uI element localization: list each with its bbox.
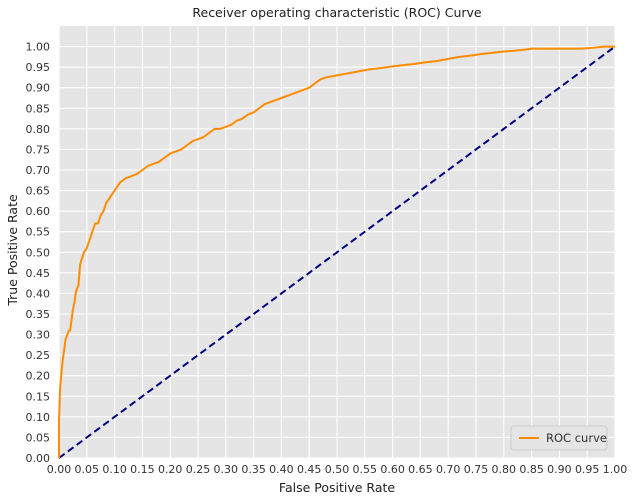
y-tick-label: 0.80 <box>26 123 51 136</box>
x-tick-label: 0.30 <box>214 463 239 476</box>
x-tick-label: 0.40 <box>269 463 294 476</box>
x-tick-label: 0.85 <box>519 463 544 476</box>
x-tick-label: 0.00 <box>47 463 72 476</box>
y-tick-label: 0.90 <box>26 82 51 95</box>
y-tick-label: 0.15 <box>26 390 51 403</box>
y-tick-label: 1.00 <box>26 41 51 54</box>
y-tick-label: 0.10 <box>26 411 51 424</box>
legend-label: ROC curve <box>546 431 607 445</box>
x-tick-label: 0.15 <box>130 463 155 476</box>
x-tick-label: 0.20 <box>158 463 183 476</box>
legend: ROC curve <box>510 425 608 451</box>
y-tick-label: 0.00 <box>26 452 51 465</box>
y-tick-label: 0.30 <box>26 329 51 342</box>
y-tick-label: 0.85 <box>26 102 51 115</box>
y-tick-label: 0.20 <box>26 370 51 383</box>
y-tick-label: 0.60 <box>26 205 51 218</box>
y-axis-title: True Positive Rate <box>5 194 20 307</box>
y-tick-label: 0.70 <box>26 164 51 177</box>
x-tick-label: 0.50 <box>325 463 350 476</box>
y-tick-label: 0.40 <box>26 287 51 300</box>
x-tick-label: 0.60 <box>380 463 405 476</box>
legend-box <box>510 425 608 451</box>
grid <box>58 26 616 459</box>
y-tick-label: 0.50 <box>26 246 51 259</box>
x-tick-label: 0.35 <box>241 463 266 476</box>
x-tick-label: 0.65 <box>408 463 433 476</box>
y-tick-label: 0.35 <box>26 308 51 321</box>
x-tick-label: 0.95 <box>575 463 600 476</box>
x-tick-label: 0.25 <box>186 463 211 476</box>
y-tick-label: 0.45 <box>26 267 51 280</box>
x-tick-label: 1.00 <box>603 463 628 476</box>
x-tick-label: 0.10 <box>102 463 127 476</box>
x-tick-label: 0.70 <box>436 463 461 476</box>
y-axis-ticks: 0.00 0.05 0.10 0.15 0.20 0.25 0.30 0.35 0.40 0.45… <box>26 41 51 465</box>
x-tick-label: 0.55 <box>353 463 378 476</box>
y-tick-label: 0.55 <box>26 226 51 239</box>
x-tick-label: 0.80 <box>492 463 517 476</box>
y-tick-label: 0.05 <box>26 431 51 444</box>
y-tick-label: 0.25 <box>26 349 51 362</box>
chart-title: Receiver operating characteristic (ROC) … <box>192 5 482 20</box>
y-tick-label: 0.65 <box>26 185 51 198</box>
y-tick-label: 0.75 <box>26 143 51 156</box>
x-tick-label: 0.75 <box>464 463 489 476</box>
chance-diagonal-line <box>58 45 616 459</box>
x-axis-title: False Positive Rate <box>279 480 395 495</box>
x-tick-label: 0.90 <box>547 463 572 476</box>
y-tick-label: 0.95 <box>26 61 51 74</box>
series-layer <box>58 45 616 459</box>
x-tick-label: 0.05 <box>75 463 100 476</box>
roc-curve-line <box>58 45 615 458</box>
x-tick-label: 0.45 <box>297 463 322 476</box>
x-axis-ticks: 0.00 0.05 0.10 0.15 0.20 0.25 0.30 0.35 0.40 0.45… <box>47 463 628 476</box>
